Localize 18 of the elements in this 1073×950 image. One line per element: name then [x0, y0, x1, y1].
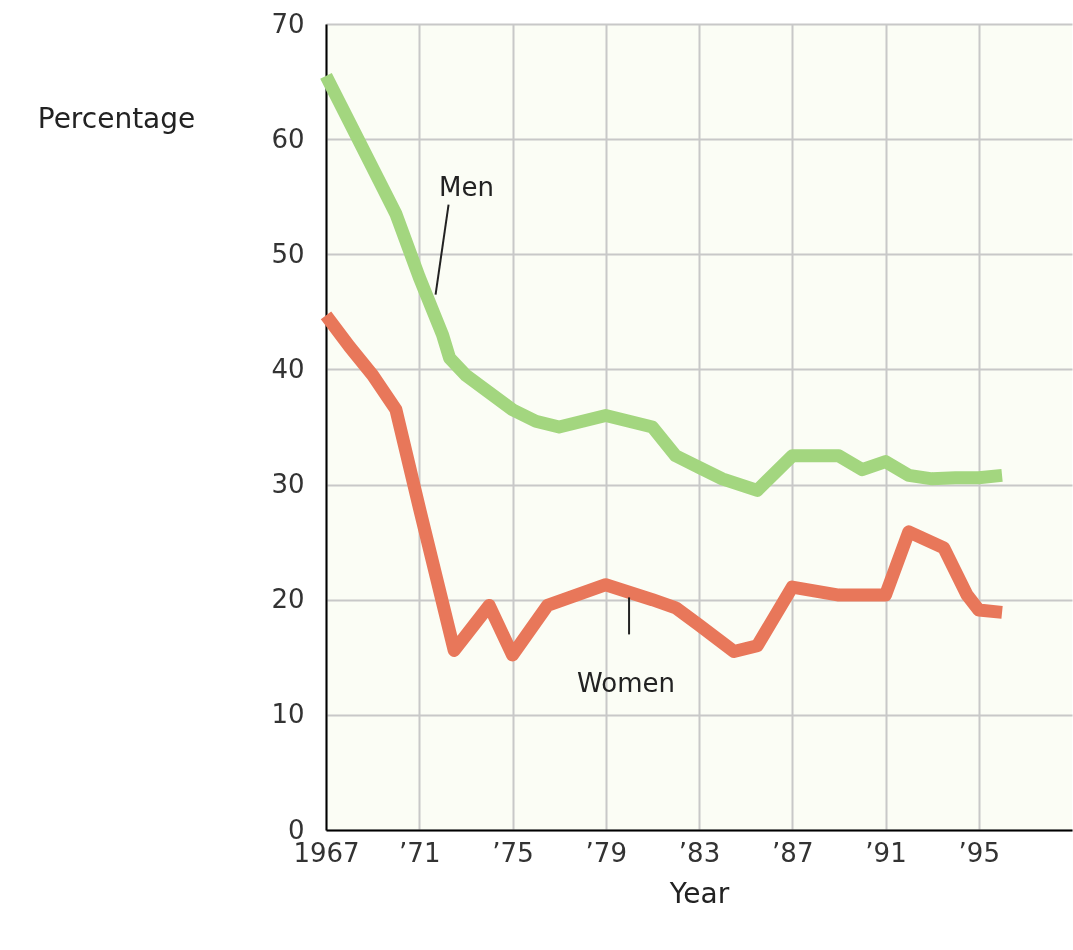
x-tick-label: ’95: [958, 837, 1000, 868]
annotation: Women: [577, 668, 676, 699]
y-tick-label: 20: [271, 584, 305, 615]
y-tick-label: 50: [271, 238, 305, 269]
x-tick-label: ’75: [492, 837, 534, 868]
y-tick-label: 10: [271, 699, 305, 730]
y-tick-label: 40: [271, 353, 305, 384]
y-tick-label: 70: [271, 8, 305, 39]
x-tick-label: ’71: [399, 837, 441, 868]
x-axis-title: Year: [668, 876, 730, 910]
y-tick-label: 30: [271, 469, 305, 500]
y-tick-label: 60: [271, 123, 305, 154]
x-tick-label: ’87: [772, 837, 814, 868]
x-tick-label: ’83: [678, 837, 721, 868]
x-tick-label: ’79: [585, 837, 627, 868]
y-axis-title: Percentage: [37, 101, 196, 135]
x-tick-label: ’91: [865, 837, 907, 868]
annotation: Men: [439, 171, 495, 202]
